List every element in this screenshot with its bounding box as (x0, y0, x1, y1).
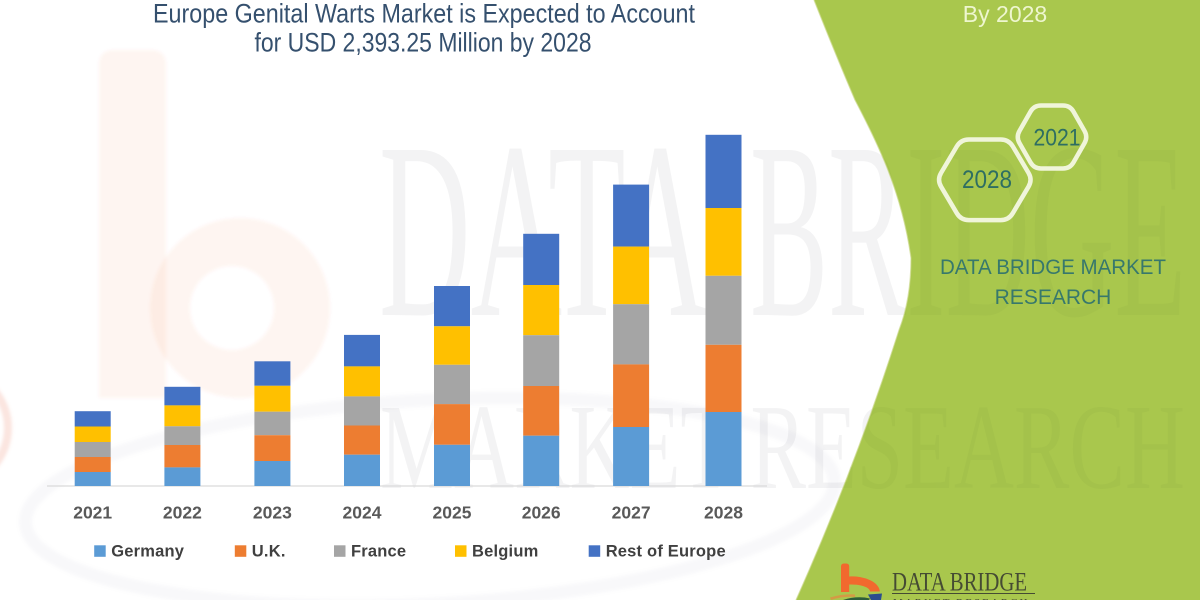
svg-text:2028: 2028 (962, 166, 1012, 194)
svg-text:By 2028: By 2028 (963, 1, 1047, 27)
svg-text:2021: 2021 (1034, 125, 1081, 152)
svg-text:2027: 2027 (612, 502, 651, 522)
svg-text:Rest of Europe: Rest of Europe (606, 542, 726, 560)
svg-text:France: France (351, 542, 406, 560)
svg-text:Belgium: Belgium (472, 542, 539, 560)
svg-text:2024: 2024 (343, 502, 382, 522)
svg-text:U.K.: U.K. (252, 542, 286, 560)
svg-text:2028: 2028 (704, 502, 743, 522)
svg-text:2022: 2022 (163, 502, 202, 522)
svg-text:Germany: Germany (111, 542, 185, 560)
svg-text:2023: 2023 (253, 502, 292, 522)
svg-text:2025: 2025 (433, 502, 472, 522)
svg-text:2026: 2026 (522, 502, 561, 522)
svg-text:2021: 2021 (73, 502, 112, 522)
svg-text:RESEARCH: RESEARCH (995, 286, 1112, 309)
svg-text:for USD 2,393.25 Million by 20: for USD 2,393.25 Million by 2028 (255, 28, 592, 58)
svg-text:Europe Genital Warts Market is: Europe Genital Warts Market is Expected … (153, 0, 696, 29)
svg-text:DATA BRIDGE: DATA BRIDGE (892, 568, 1027, 597)
svg-text:DATA BRIDGE MARKET: DATA BRIDGE MARKET (940, 256, 1166, 279)
svg-text:MARKET RESEARCH: MARKET RESEARCH (893, 597, 1029, 600)
